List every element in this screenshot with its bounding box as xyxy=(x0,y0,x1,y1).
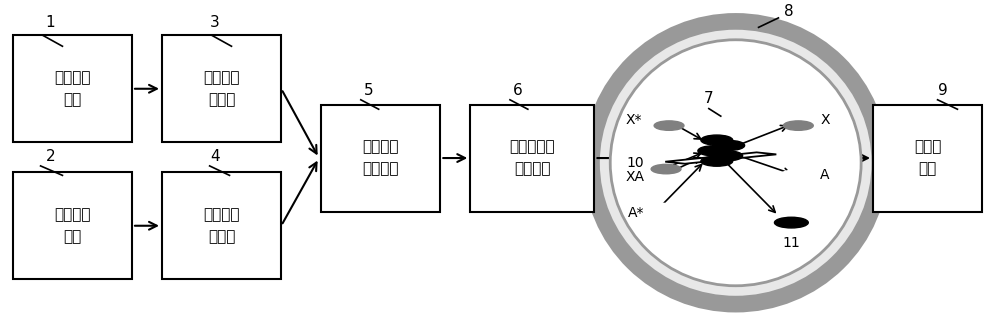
FancyBboxPatch shape xyxy=(873,105,982,212)
Text: 7: 7 xyxy=(704,91,714,106)
Circle shape xyxy=(780,170,812,181)
FancyBboxPatch shape xyxy=(321,105,440,212)
Circle shape xyxy=(701,135,733,145)
Ellipse shape xyxy=(591,21,880,304)
Text: 1: 1 xyxy=(46,15,55,30)
Text: 3: 3 xyxy=(210,15,219,30)
Text: A*: A* xyxy=(628,206,644,220)
Circle shape xyxy=(643,203,675,214)
Text: 5: 5 xyxy=(364,83,374,98)
Text: 第一质量
流量计: 第一质量 流量计 xyxy=(203,70,240,107)
Circle shape xyxy=(713,141,745,151)
Text: 标准工作
气体装置: 标准工作 气体装置 xyxy=(362,140,399,177)
FancyBboxPatch shape xyxy=(162,35,281,142)
Text: 抽真空
装置: 抽真空 装置 xyxy=(914,140,941,177)
Circle shape xyxy=(783,121,813,130)
Circle shape xyxy=(651,164,681,174)
Polygon shape xyxy=(665,152,776,164)
FancyBboxPatch shape xyxy=(13,172,132,279)
Text: XA: XA xyxy=(625,170,644,184)
Text: 6: 6 xyxy=(513,83,523,98)
Circle shape xyxy=(711,151,743,161)
Circle shape xyxy=(777,227,805,236)
FancyBboxPatch shape xyxy=(162,172,281,279)
Text: 8: 8 xyxy=(784,4,793,19)
Text: X: X xyxy=(820,113,830,127)
FancyBboxPatch shape xyxy=(13,35,132,142)
Circle shape xyxy=(807,218,835,227)
Circle shape xyxy=(698,146,730,156)
Text: A: A xyxy=(820,168,830,182)
Circle shape xyxy=(774,217,808,228)
Text: 10: 10 xyxy=(627,156,644,170)
Text: 2: 2 xyxy=(46,149,55,164)
Circle shape xyxy=(654,121,684,130)
Text: 第二质量
流量计: 第二质量 流量计 xyxy=(203,207,240,244)
Ellipse shape xyxy=(610,40,861,286)
Text: 射频等离子
体发生器: 射频等离子 体发生器 xyxy=(510,140,555,177)
Text: 反应气体
气源: 反应气体 气源 xyxy=(54,70,91,107)
Text: 稀有气体
气源: 稀有气体 气源 xyxy=(54,207,91,244)
Text: 9: 9 xyxy=(938,83,947,98)
Text: 11: 11 xyxy=(782,236,800,250)
Text: X*: X* xyxy=(626,113,642,127)
Text: 4: 4 xyxy=(210,149,219,164)
Circle shape xyxy=(748,218,776,227)
FancyBboxPatch shape xyxy=(470,105,594,212)
Circle shape xyxy=(701,156,733,166)
